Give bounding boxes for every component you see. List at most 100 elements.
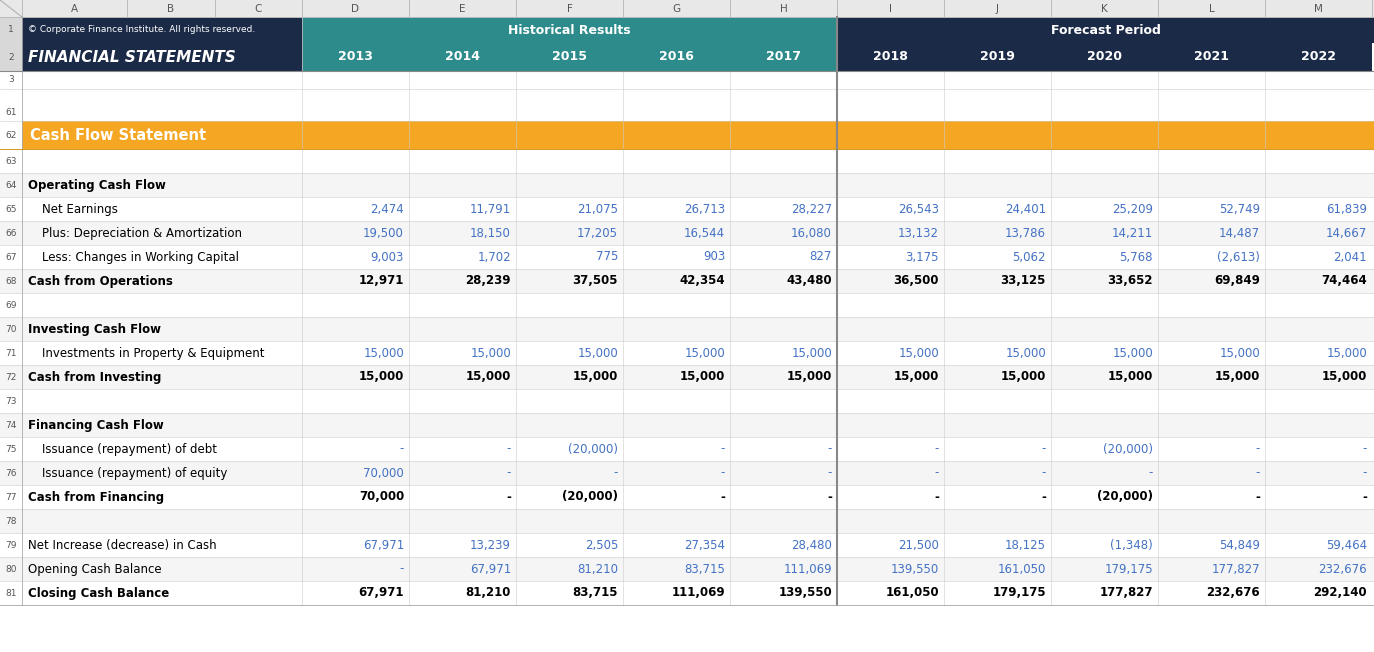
Bar bbox=[22, 121, 1374, 149]
Text: Opening Cash Balance: Opening Cash Balance bbox=[27, 563, 162, 576]
Text: 15,000: 15,000 bbox=[470, 346, 511, 359]
Text: (1,348): (1,348) bbox=[1110, 539, 1153, 552]
Text: 69,849: 69,849 bbox=[1215, 274, 1260, 288]
Text: L: L bbox=[1209, 3, 1215, 14]
Text: 61: 61 bbox=[5, 108, 16, 117]
Bar bbox=[0, 0, 1374, 17]
Text: 2016: 2016 bbox=[660, 50, 694, 63]
Text: 28,239: 28,239 bbox=[466, 274, 511, 288]
Text: 9,003: 9,003 bbox=[371, 250, 404, 263]
Text: Historical Results: Historical Results bbox=[508, 23, 631, 37]
Bar bbox=[622, 43, 730, 71]
Text: 232,676: 232,676 bbox=[1206, 587, 1260, 599]
Text: -: - bbox=[1256, 466, 1260, 479]
Text: -: - bbox=[1041, 466, 1046, 479]
Text: 26,713: 26,713 bbox=[684, 203, 725, 216]
Text: 15,000: 15,000 bbox=[1112, 346, 1153, 359]
Text: 2017: 2017 bbox=[765, 50, 801, 63]
Text: 43,480: 43,480 bbox=[786, 274, 833, 288]
Bar bbox=[0, 221, 1374, 245]
Text: 42,354: 42,354 bbox=[679, 274, 725, 288]
Text: 61,839: 61,839 bbox=[1326, 203, 1367, 216]
Text: 21,500: 21,500 bbox=[899, 539, 938, 552]
Text: FINANCIAL STATEMENTS: FINANCIAL STATEMENTS bbox=[27, 50, 236, 65]
Text: 16,544: 16,544 bbox=[684, 226, 725, 239]
Text: (20,000): (20,000) bbox=[562, 490, 618, 503]
Text: (20,000): (20,000) bbox=[1096, 490, 1153, 503]
Text: 81,210: 81,210 bbox=[466, 587, 511, 599]
Bar bbox=[0, 557, 1374, 581]
Bar bbox=[0, 293, 1374, 317]
Text: C: C bbox=[254, 3, 262, 14]
Text: 15,000: 15,000 bbox=[680, 370, 725, 383]
Text: 179,175: 179,175 bbox=[1105, 563, 1153, 576]
Text: 2019: 2019 bbox=[980, 50, 1015, 63]
Text: 14,487: 14,487 bbox=[1219, 226, 1260, 239]
Text: 1: 1 bbox=[8, 25, 14, 35]
Text: -: - bbox=[1254, 490, 1260, 503]
Text: Cash from Financing: Cash from Financing bbox=[27, 490, 164, 503]
Bar bbox=[0, 43, 22, 71]
Text: 161,050: 161,050 bbox=[885, 587, 938, 599]
Text: 64: 64 bbox=[5, 181, 16, 190]
Bar bbox=[22, 17, 302, 43]
Bar bbox=[0, 17, 22, 43]
Text: 15,000: 15,000 bbox=[1215, 370, 1260, 383]
Bar bbox=[944, 43, 1051, 71]
Text: 111,069: 111,069 bbox=[672, 587, 725, 599]
Text: 74: 74 bbox=[5, 421, 16, 430]
Text: 15,000: 15,000 bbox=[359, 370, 404, 383]
Text: Cash Flow Statement: Cash Flow Statement bbox=[30, 128, 206, 143]
Text: 33,125: 33,125 bbox=[1000, 274, 1046, 288]
Text: 11,791: 11,791 bbox=[470, 203, 511, 216]
Bar bbox=[0, 509, 1374, 533]
Text: 15,000: 15,000 bbox=[1006, 346, 1046, 359]
Text: 179,175: 179,175 bbox=[992, 587, 1046, 599]
Text: 21,075: 21,075 bbox=[577, 203, 618, 216]
Text: 2015: 2015 bbox=[552, 50, 587, 63]
Text: 26,543: 26,543 bbox=[899, 203, 938, 216]
Text: D: D bbox=[352, 3, 360, 14]
Text: 28,227: 28,227 bbox=[791, 203, 833, 216]
Text: 15,000: 15,000 bbox=[791, 346, 833, 359]
Text: 15,000: 15,000 bbox=[466, 370, 511, 383]
Text: 18,150: 18,150 bbox=[470, 226, 511, 239]
Text: 80: 80 bbox=[5, 565, 16, 574]
Text: 67: 67 bbox=[5, 252, 16, 261]
Text: 36,500: 36,500 bbox=[893, 274, 938, 288]
Text: -: - bbox=[1362, 490, 1367, 503]
Text: 2018: 2018 bbox=[872, 50, 908, 63]
Bar bbox=[0, 269, 1374, 293]
Text: -: - bbox=[720, 490, 725, 503]
Text: -: - bbox=[827, 490, 833, 503]
Text: Plus: Depreciation & Amortization: Plus: Depreciation & Amortization bbox=[43, 226, 242, 239]
Bar bbox=[837, 43, 944, 71]
Text: 177,827: 177,827 bbox=[1099, 587, 1153, 599]
Bar bbox=[1051, 43, 1158, 71]
Text: 13,239: 13,239 bbox=[470, 539, 511, 552]
Text: Investing Cash Flow: Investing Cash Flow bbox=[27, 323, 161, 336]
Text: F: F bbox=[566, 3, 573, 14]
Bar bbox=[409, 43, 517, 71]
Text: -: - bbox=[507, 443, 511, 456]
Text: 81,210: 81,210 bbox=[577, 563, 618, 576]
Text: -: - bbox=[827, 466, 833, 479]
Text: (20,000): (20,000) bbox=[1103, 443, 1153, 456]
Text: 71: 71 bbox=[5, 349, 16, 357]
Text: 2020: 2020 bbox=[1087, 50, 1123, 63]
Text: 2022: 2022 bbox=[1301, 50, 1336, 63]
Bar bbox=[0, 389, 1374, 413]
Text: 59,464: 59,464 bbox=[1326, 539, 1367, 552]
Text: M: M bbox=[1314, 3, 1323, 14]
Text: Forecast Period: Forecast Period bbox=[1051, 23, 1161, 37]
Text: 15,000: 15,000 bbox=[1107, 370, 1153, 383]
Bar bbox=[0, 317, 1374, 341]
Bar bbox=[0, 245, 1374, 269]
Bar bbox=[0, 365, 1374, 389]
Text: Cash from Operations: Cash from Operations bbox=[27, 274, 173, 288]
Bar bbox=[0, 197, 1374, 221]
Text: 14,667: 14,667 bbox=[1326, 226, 1367, 239]
Text: Closing Cash Balance: Closing Cash Balance bbox=[27, 587, 169, 599]
Text: Issuance (repayment) of equity: Issuance (repayment) of equity bbox=[43, 466, 227, 479]
Text: Net Increase (decrease) in Cash: Net Increase (decrease) in Cash bbox=[27, 539, 217, 552]
